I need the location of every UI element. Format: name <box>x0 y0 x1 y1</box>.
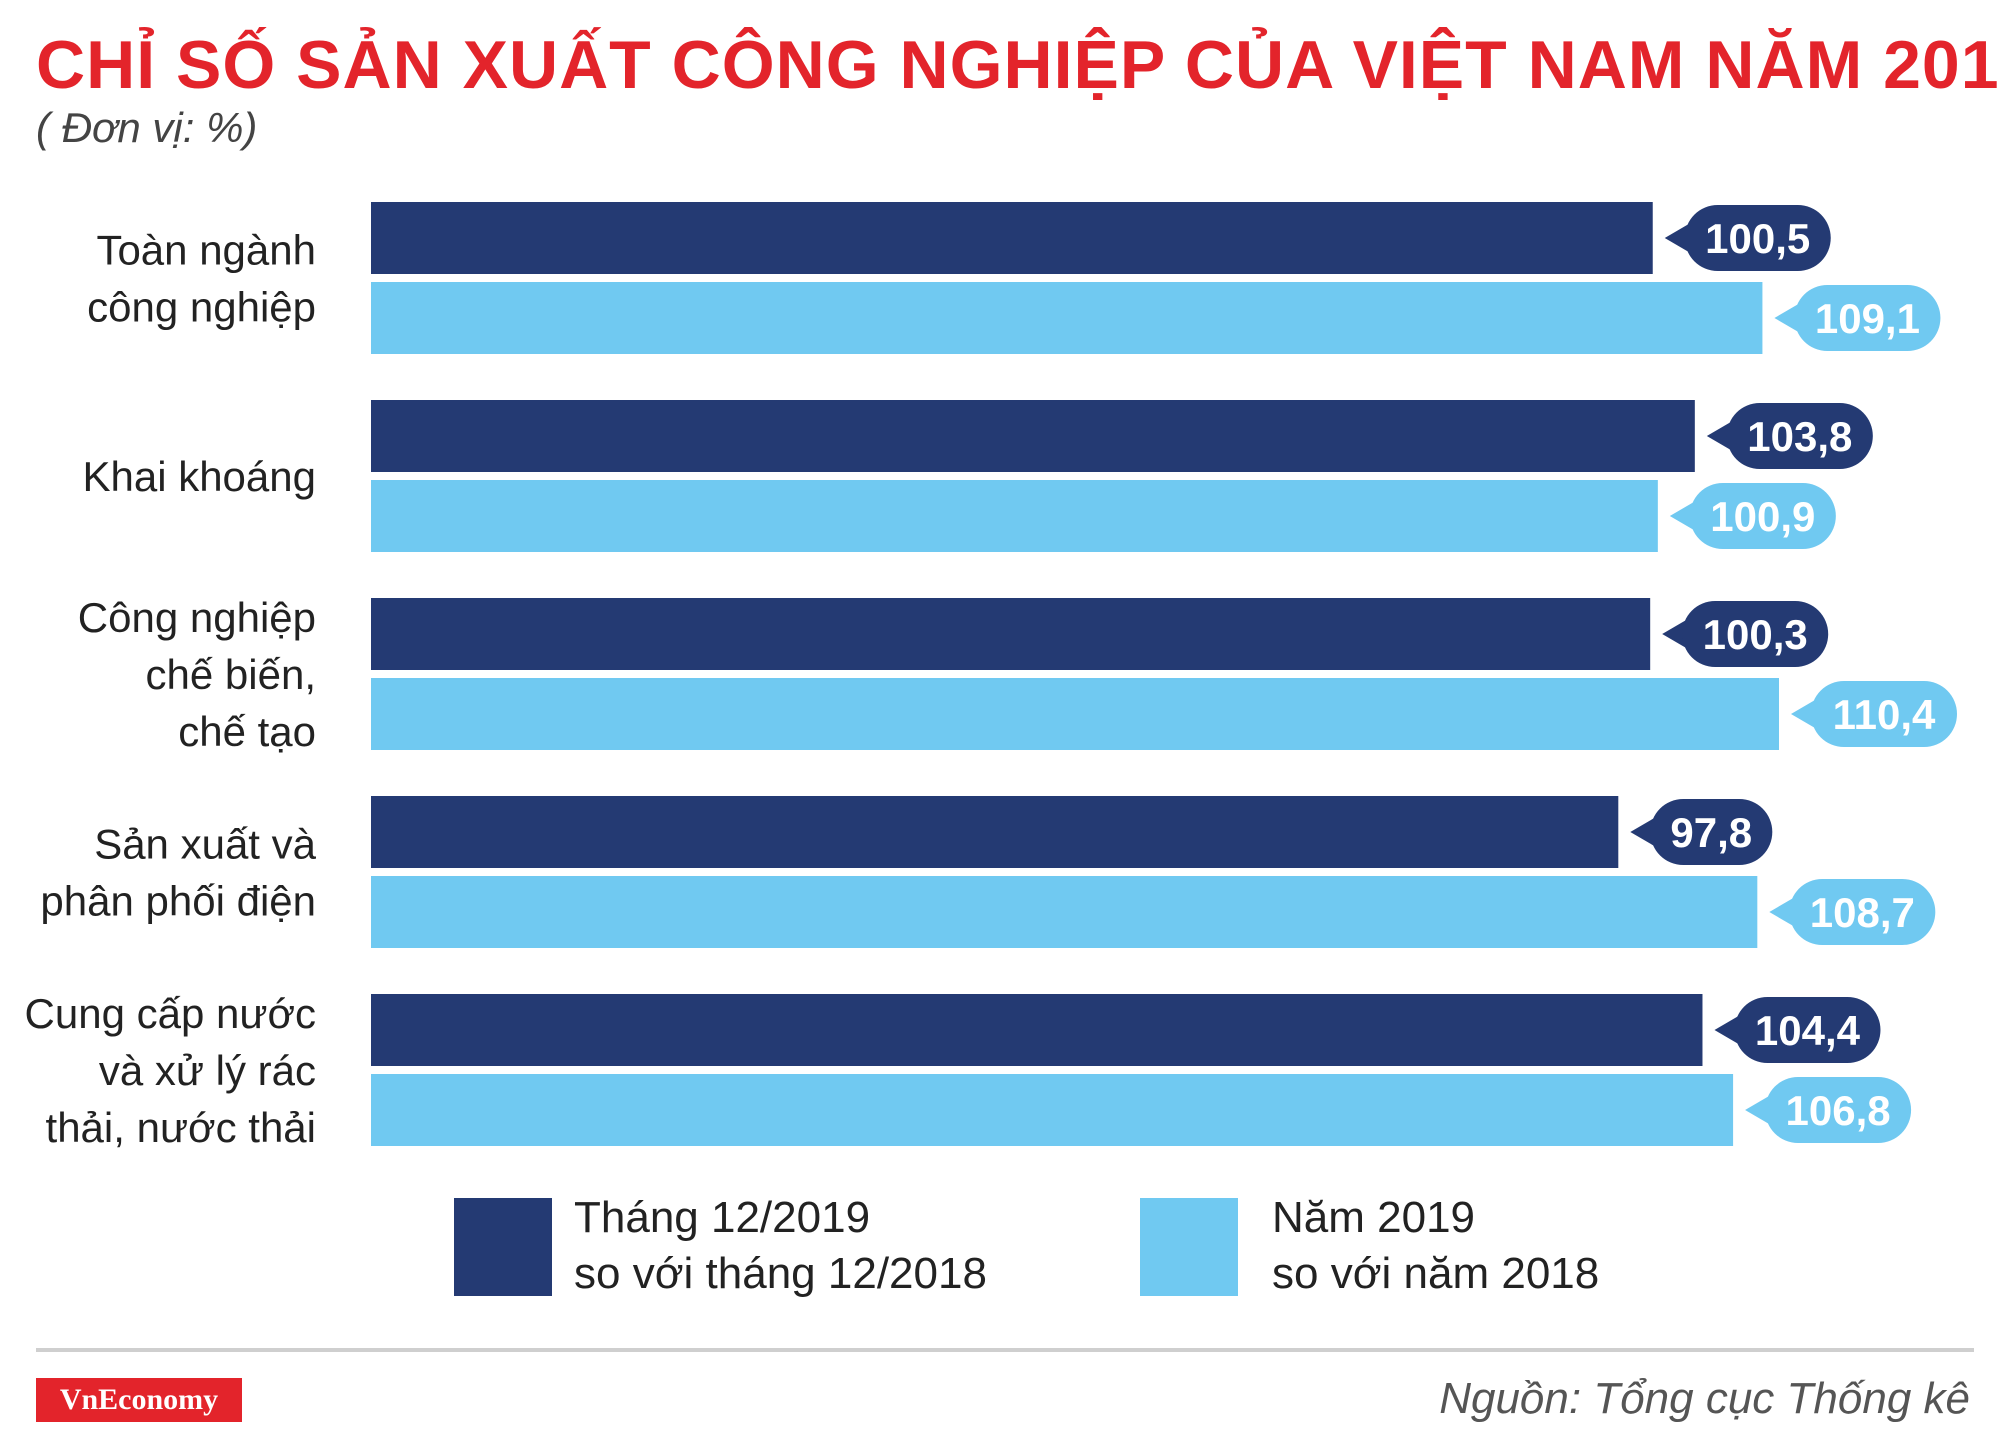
bar <box>371 282 1763 354</box>
value-callout <box>1689 483 1836 549</box>
value-callout <box>1682 601 1829 667</box>
footer-divider <box>36 1348 1974 1352</box>
source-note: Nguồn: Tổng cục Thống kê <box>1439 1374 1970 1423</box>
value-callout <box>1684 205 1831 271</box>
value-callout-pointer <box>1714 1016 1739 1044</box>
value-callout-pointer <box>1774 304 1799 332</box>
legend-line: Tháng 12/2019 <box>574 1193 871 1242</box>
value-label: 100,9 <box>1710 493 1815 540</box>
value-label: 103,8 <box>1747 413 1852 460</box>
legend-label-series-2: Năm 2019 so với năm 2018 <box>1272 1190 1692 1302</box>
category-label: Cung cấp nước và xử lý rác thải, nước thải <box>25 990 316 1151</box>
category-label-line: phân phối điện <box>40 878 316 925</box>
category-label-line: chế tạo <box>178 708 316 755</box>
bar <box>371 480 1658 552</box>
vneconomy-logo: VnEconomy <box>36 1378 242 1422</box>
category-label: Toàn ngành công nghiệp <box>87 227 316 331</box>
category-label: Sản xuất và phân phối điện <box>40 821 316 925</box>
bar <box>371 678 1779 750</box>
value-callout-pointer <box>1745 1096 1770 1124</box>
chart-title: CHỈ SỐ SẢN XUẤT CÔNG NGHIỆP CỦA VIỆT NAM… <box>36 27 2000 103</box>
category-label-line: Công nghiệp <box>78 594 316 641</box>
category-label: Công nghiệp chế biến, chế tạo <box>78 594 316 755</box>
bar <box>371 796 1619 868</box>
value-label: 104,4 <box>1755 1007 1861 1054</box>
bar <box>371 876 1758 948</box>
bar <box>371 1074 1734 1146</box>
legend-swatch-series-1 <box>454 1198 552 1296</box>
bar <box>371 994 1703 1066</box>
value-label: 109,1 <box>1815 295 1920 342</box>
category-label-line: Khai khoáng <box>82 453 316 500</box>
legend-line: Năm 2019 <box>1272 1193 1476 1242</box>
value-callout-pointer <box>1662 620 1687 648</box>
value-callout <box>1765 1077 1912 1143</box>
category-label-line: Cung cấp nước <box>25 990 316 1037</box>
value-callout <box>1650 799 1773 865</box>
unit-label: ( Đơn vị: %) <box>36 104 258 151</box>
value-callout-pointer <box>1769 898 1794 926</box>
value-label: 106,8 <box>1786 1087 1891 1134</box>
value-callout-pointer <box>1791 700 1815 728</box>
value-callout-pointer <box>1706 422 1731 450</box>
category-label-line: Sản xuất và <box>94 821 316 868</box>
bar <box>371 400 1695 472</box>
bar <box>371 202 1653 274</box>
value-callout-pointer <box>1669 502 1694 530</box>
value-callout <box>1789 879 1936 945</box>
category-label: Khai khoáng <box>82 453 316 500</box>
value-callout <box>1811 681 1957 747</box>
legend-line: so với tháng 12/2018 <box>574 1249 987 1298</box>
legend-line: so với năm 2018 <box>1272 1249 1600 1298</box>
value-label: 100,3 <box>1703 611 1808 658</box>
category-label-line: thải, nước thải <box>46 1104 316 1151</box>
value-label: 108,7 <box>1810 889 1915 936</box>
legend-swatch-series-2 <box>1140 1198 1238 1296</box>
value-label: 97,8 <box>1670 809 1752 856</box>
category-label-line: Toàn ngành <box>96 227 316 274</box>
value-label: 100,5 <box>1705 215 1810 262</box>
value-callout-pointer <box>1630 818 1655 846</box>
category-label-line: chế biến, <box>146 651 316 698</box>
value-callout <box>1794 285 1941 351</box>
value-callout <box>1726 403 1873 469</box>
value-callout-pointer <box>1664 224 1689 252</box>
category-label-line: và xử lý rác <box>99 1047 316 1094</box>
value-label: 110,4 <box>1833 691 1936 738</box>
value-callout <box>1734 997 1881 1063</box>
category-label-line: công nghiệp <box>87 284 316 331</box>
legend-label-series-1: Tháng 12/2019 so với tháng 12/2018 <box>574 1190 994 1302</box>
bar <box>371 598 1651 670</box>
